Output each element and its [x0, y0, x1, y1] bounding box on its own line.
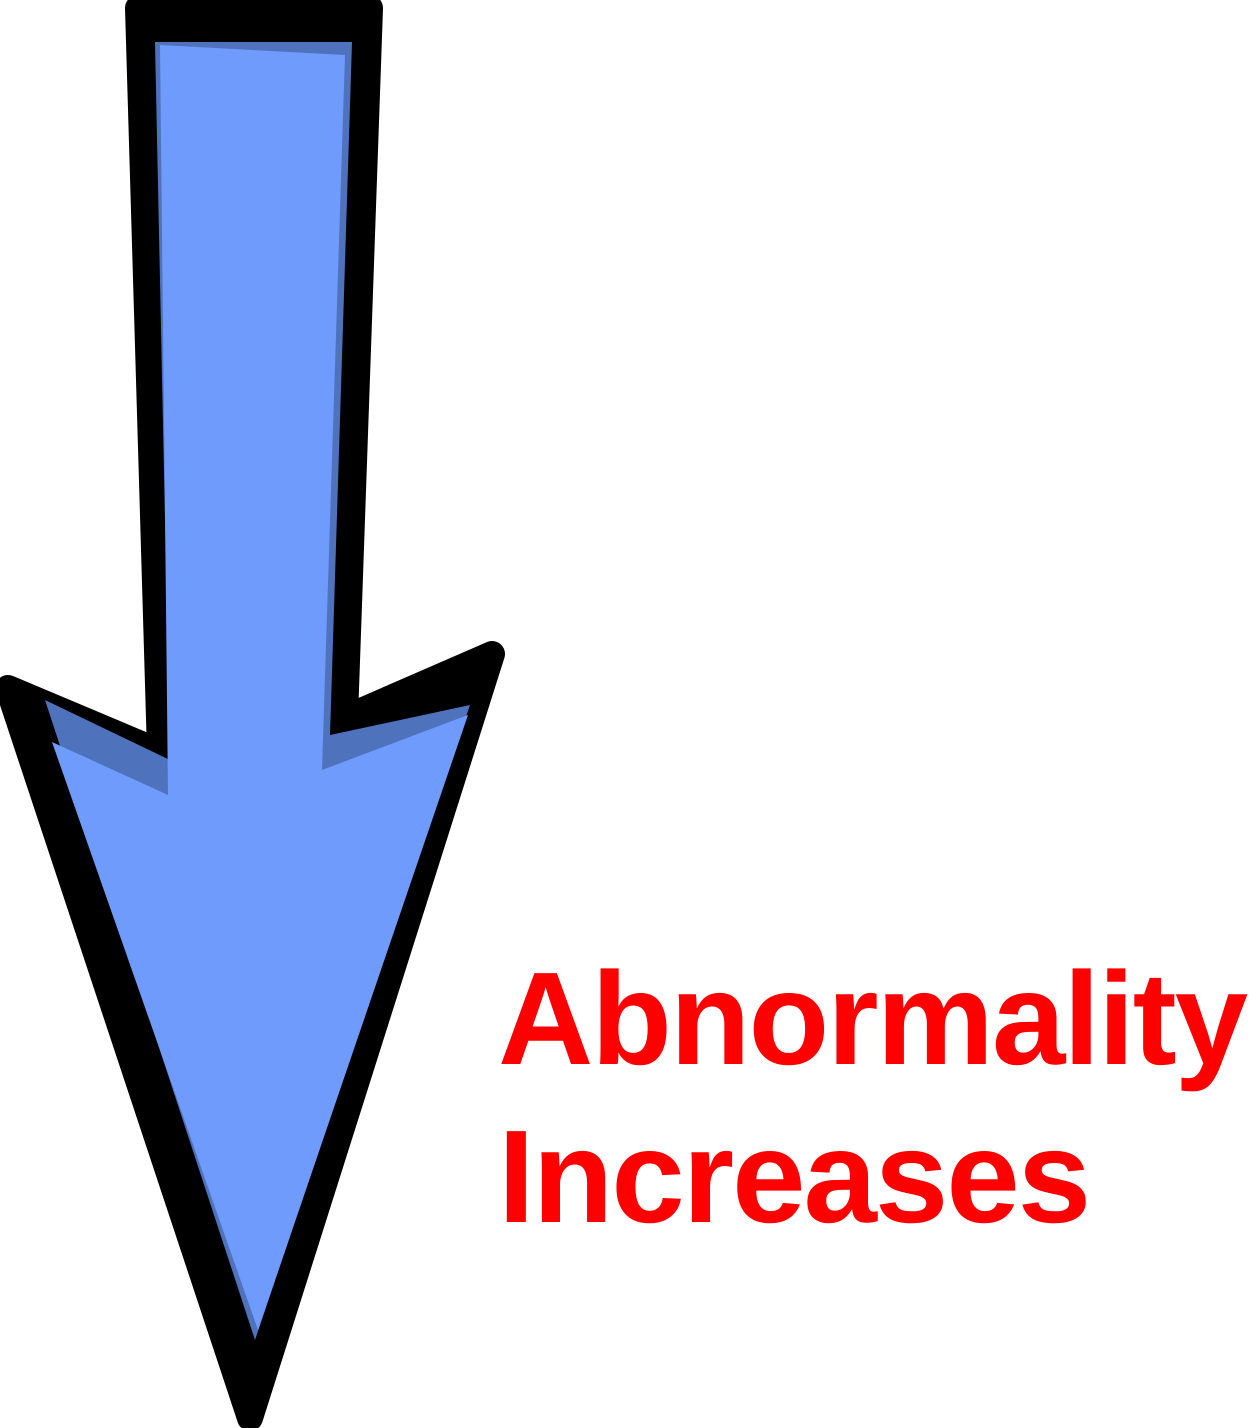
- arrow-fill: [52, 45, 468, 1330]
- down-arrow-icon: [0, 0, 505, 1428]
- label-line-2: Increases: [498, 1103, 1091, 1250]
- label-line-1: Abnormality: [498, 945, 1248, 1092]
- abnormality-label: Abnormality Increases: [498, 940, 1248, 1256]
